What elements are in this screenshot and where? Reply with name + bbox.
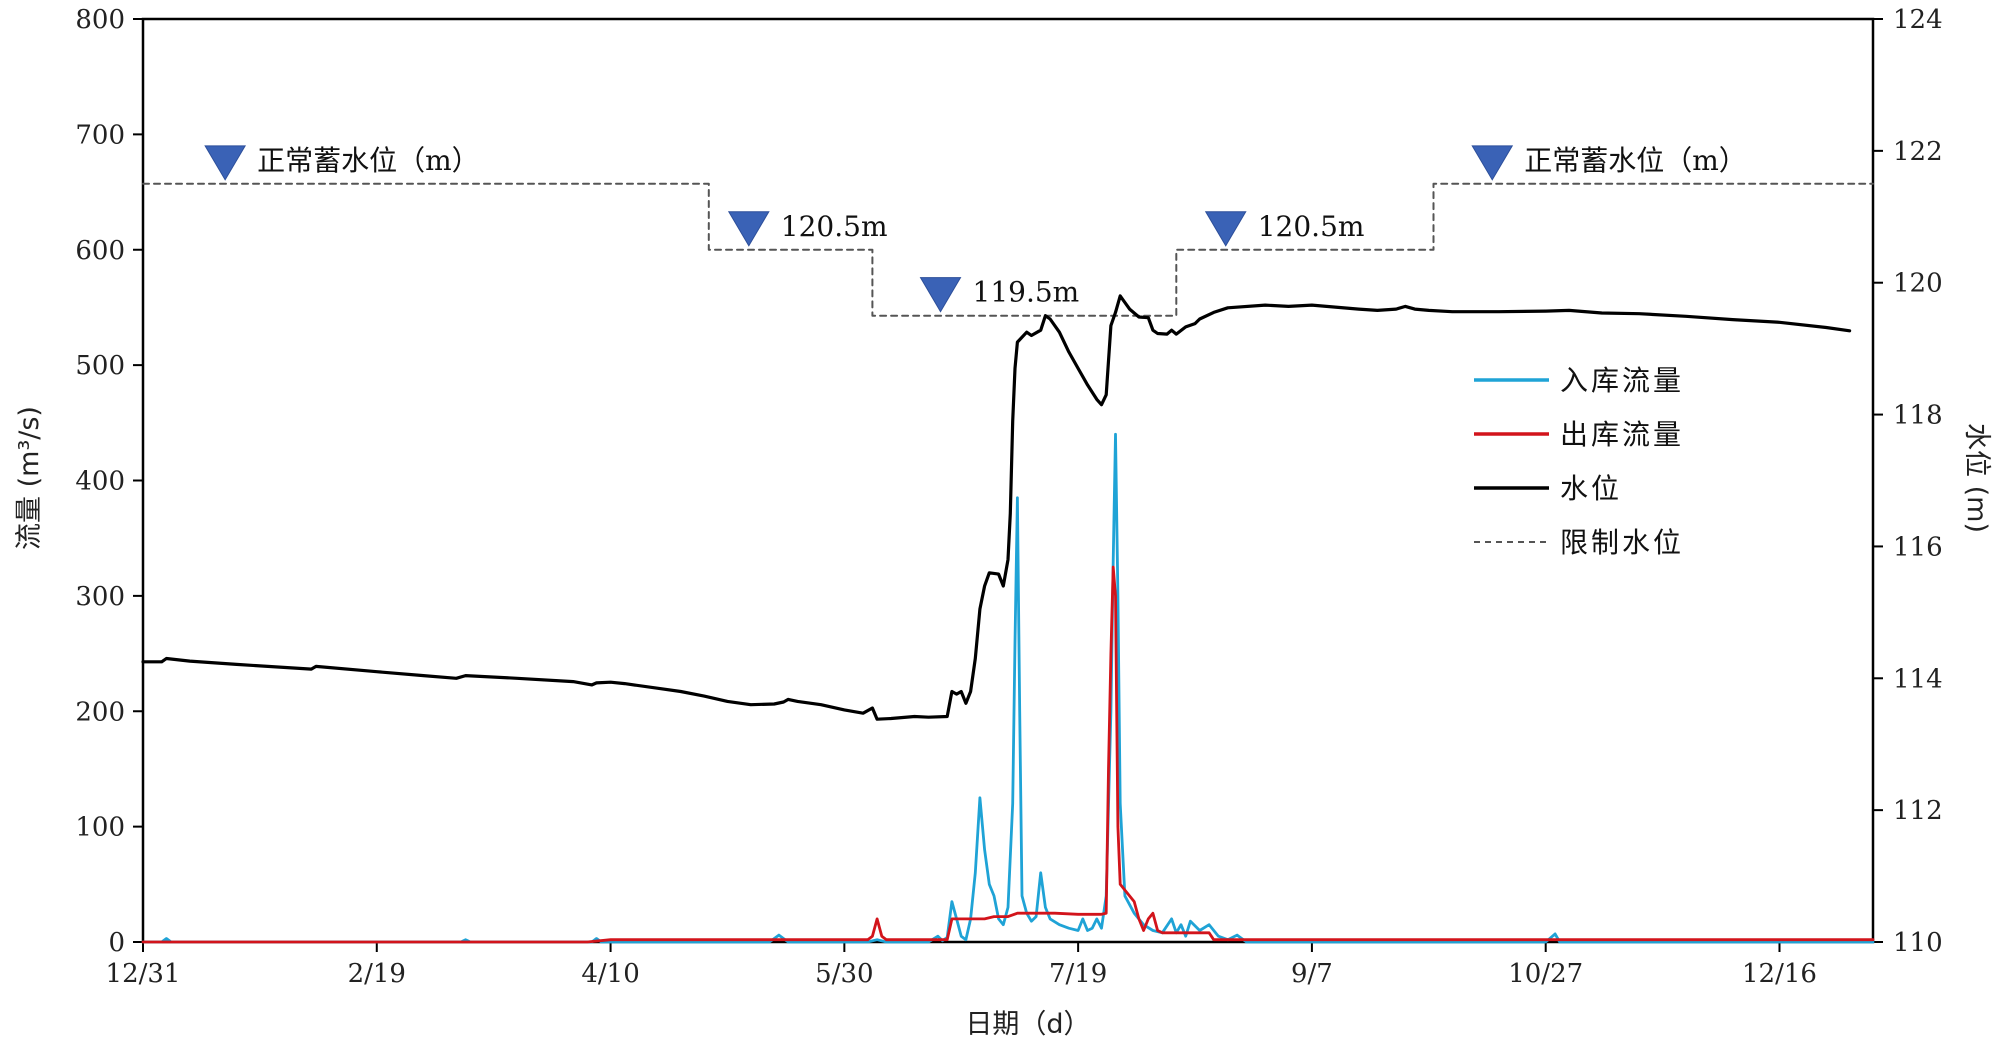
y-left-tick-label: 200 (75, 697, 125, 727)
y-left-tick-label: 800 (75, 5, 125, 35)
y-left-tick-label: 400 (75, 467, 125, 497)
y-left-tick-label: 500 (75, 351, 125, 381)
y-axis-left-title: 流量 (m³/s) (14, 406, 45, 550)
series-line-outflow (141, 565, 1875, 944)
legend-label: 水位 (1560, 472, 1622, 505)
y-right-tick-label: 114 (1893, 664, 1943, 694)
y-right-tick-label: 120 (1893, 269, 1943, 299)
x-tick-label: 12/16 (1742, 959, 1817, 989)
y-right-tick-label: 112 (1893, 796, 1943, 826)
level-marker-triangle (919, 277, 962, 313)
level-annotation: 正常蓄水位（m） (257, 144, 480, 177)
x-axis-title: 日期（d） (965, 1009, 1090, 1040)
x-tick-label: 9/7 (1291, 959, 1333, 989)
y-right-tick-label: 110 (1893, 928, 1943, 958)
y-right-tick-label: 118 (1893, 401, 1943, 431)
y-left-tick-label: 600 (75, 236, 125, 266)
y-left-tick-label: 100 (75, 813, 125, 843)
level-marker-triangle (1204, 211, 1247, 247)
y-right-tick-label: 124 (1893, 5, 1943, 35)
y-right-tick-label: 116 (1893, 532, 1943, 562)
legend-label: 入库流量 (1560, 364, 1684, 397)
series-group (141, 182, 1875, 944)
level-annotation: 120.5m (781, 210, 888, 243)
x-tick-label: 7/19 (1049, 959, 1107, 989)
legend-label: 出库流量 (1560, 418, 1684, 451)
level-marker-triangle (1471, 145, 1514, 181)
level-marker-triangle (727, 211, 770, 247)
axes-group: 0 100 200 300 400 500 600 700 800 110 112 114 116 118… (75, 5, 1942, 989)
level-annotation: 119.5m (973, 276, 1080, 309)
level-annotation: 120.5m (1258, 210, 1365, 243)
y-axis-right-title: 水位 (m) (1961, 423, 1992, 533)
y-left-tick-label: 700 (75, 120, 125, 150)
level-annotation: 正常蓄水位（m） (1524, 144, 1747, 177)
x-tick-label: 4/10 (581, 959, 639, 989)
series-line-limit-water-level (142, 182, 1874, 317)
x-tick-label: 2/19 (348, 959, 406, 989)
level-marker-triangle (204, 145, 247, 181)
x-tick-label: 10/27 (1508, 959, 1583, 989)
series-line-water-level (141, 294, 1852, 721)
y-right-tick-label: 122 (1893, 137, 1943, 167)
legend-label: 限制水位 (1560, 526, 1684, 559)
series-line-inflow (141, 432, 1875, 944)
x-tick-label: 12/31 (106, 959, 181, 989)
y-left-tick-label: 300 (75, 582, 125, 612)
x-tick-label: 5/30 (815, 959, 873, 989)
annotations-group: 正常蓄水位（m） 120.5m 119.5m 120.5m 正常蓄水位（m） (204, 144, 1747, 313)
y-left-tick-label: 0 (108, 928, 125, 958)
